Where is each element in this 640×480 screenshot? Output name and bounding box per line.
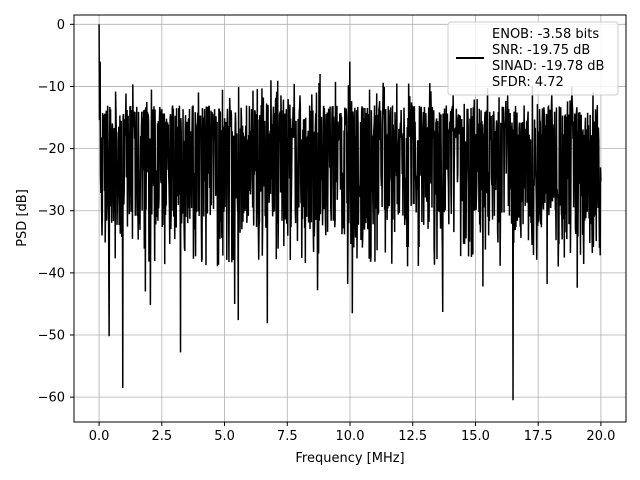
y-tick-label: −30 [38, 204, 65, 219]
x-tick-label: 10.0 [336, 429, 365, 444]
plot-data [98, 24, 602, 401]
legend: ENOB: -3.58 bits SNR: -19.75 dB SINAD: -… [447, 21, 619, 96]
y-tick-label: 0 [57, 18, 65, 33]
legend-sinad: SINAD: -19.78 dB [492, 59, 604, 74]
x-tick-label: 20.0 [586, 429, 615, 444]
y-tick-label: −60 [38, 391, 65, 406]
x-tick-label: 17.5 [524, 429, 553, 444]
x-tick-label: 2.5 [151, 429, 172, 444]
x-tick-label: 12.5 [398, 429, 427, 444]
axis-ticks: 0.0 2.5 5.0 7.5 10.0 12.5 15.0 17.5 20.0 0 −10 −20 −… [38, 18, 616, 444]
x-tick-label: 5.0 [214, 429, 235, 444]
legend-enob: ENOB: -3.58 bits [492, 27, 599, 42]
legend-sfdr: SFDR: 4.72 [492, 75, 564, 90]
x-tick-label: 15.0 [461, 429, 490, 444]
psd-series-line [98, 24, 602, 401]
y-tick-label: −10 [38, 80, 65, 95]
y-axis-label: PSD [dB] [15, 189, 30, 247]
x-axis-label: Frequency [MHz] [295, 451, 404, 466]
y-tick-label: −50 [38, 329, 65, 344]
legend-snr: SNR: -19.75 dB [492, 43, 590, 58]
x-tick-label: 0.0 [89, 429, 110, 444]
y-tick-label: −20 [38, 142, 65, 157]
legend-box [447, 21, 619, 96]
x-tick-label: 7.5 [277, 429, 298, 444]
y-tick-label: −40 [38, 266, 65, 281]
